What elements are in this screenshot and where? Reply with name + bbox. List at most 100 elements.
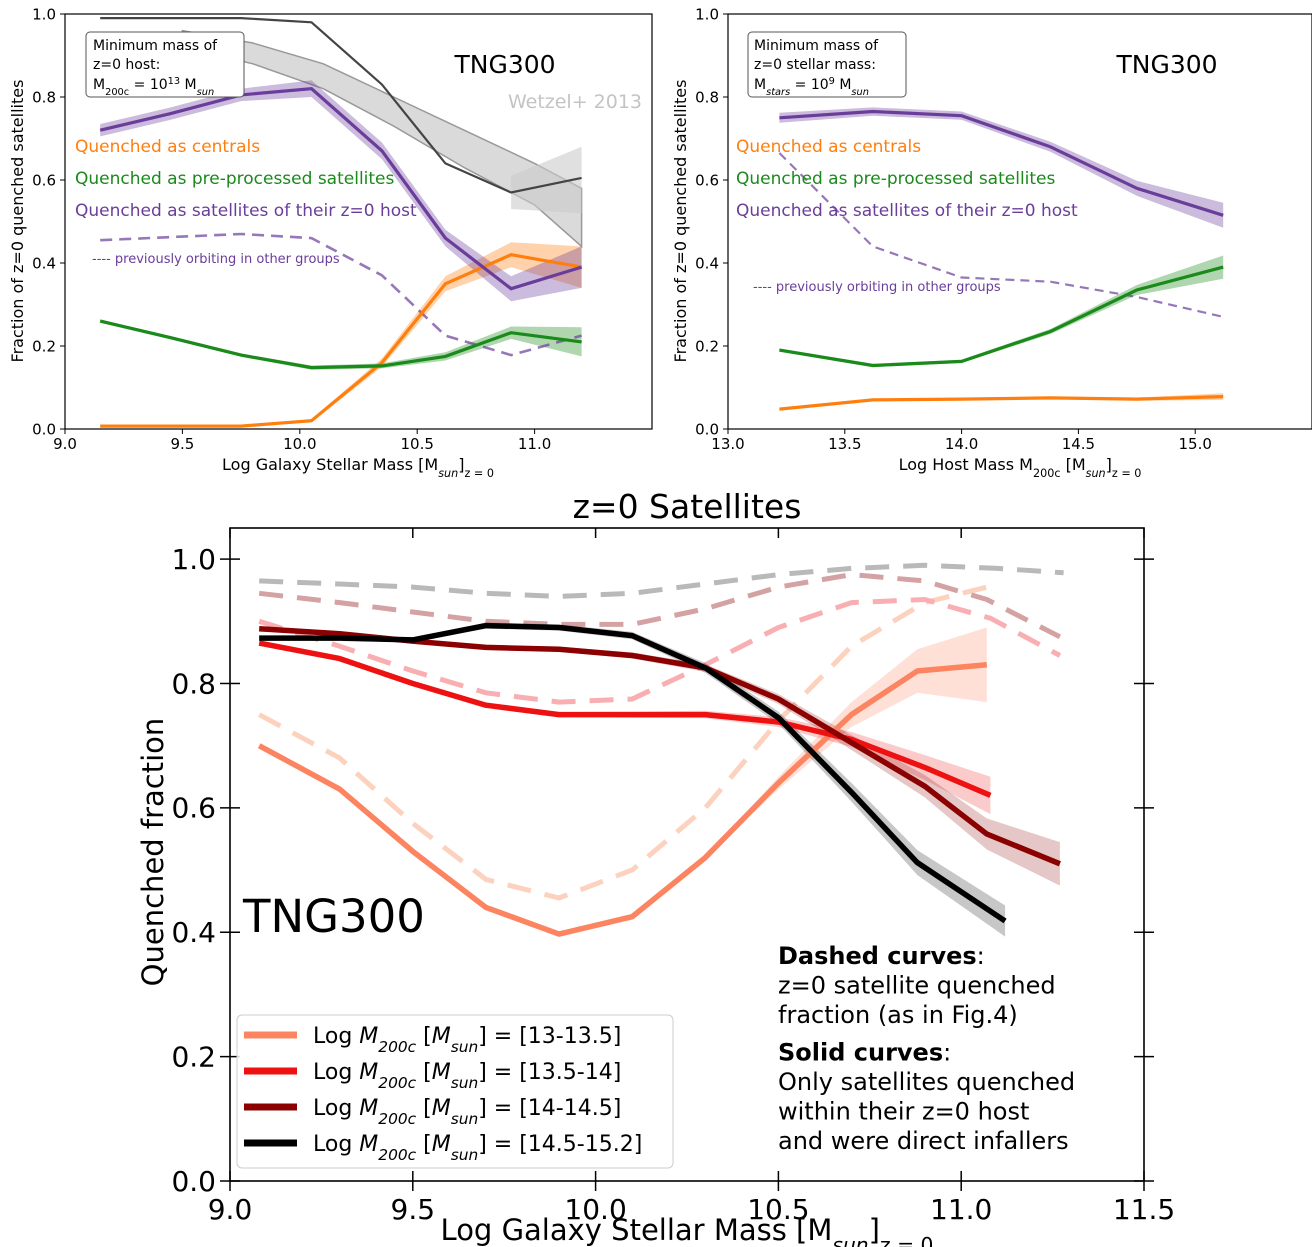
preprocessed-band: [779, 255, 1224, 368]
y-tick-label: 0.4: [171, 916, 216, 949]
x-tick-label: 11.0: [930, 1193, 992, 1226]
y-tick-label: 0.0: [171, 1165, 216, 1198]
note-line: Solid curves:: [778, 1039, 951, 1067]
top-left-panel: 9.0 9.5 10.0 10.5 11.0 0.0 0.2 0.4 0.6 0.8 1.0 TNG3…: [8, 5, 653, 480]
info-box: [747, 31, 907, 98]
solid-curve-h4: [259, 622, 1007, 924]
panel-title: TNG300: [453, 50, 555, 79]
x-tick-label: 11.0: [518, 435, 551, 453]
x-tick-label: 15.0: [1178, 435, 1211, 453]
y-tick-label: 0.4: [695, 254, 719, 272]
sim-label: TNG300: [242, 890, 425, 943]
info-line: z=0 stellar mass:: [754, 57, 876, 73]
wetzel-label: Wetzel+ 2013: [508, 91, 642, 113]
info-line: z=0 host:: [93, 57, 160, 73]
x-tick-label: 10.5: [400, 435, 433, 453]
legend-label-h2: Log M200c [Msun] = [13.5-14]: [313, 1060, 621, 1092]
legend-entry: Quenched as satellites of their z=0 host: [736, 201, 1078, 221]
x-tick-label: 9.5: [391, 1193, 436, 1226]
y-axis-label: Fraction of z=0 quenched satellites: [8, 80, 27, 363]
y-tick-label: 0.2: [695, 337, 719, 355]
x-tick-label: 10.0: [564, 1193, 626, 1226]
y-axis-label: Fraction of z=0 quenched satellites: [671, 80, 690, 363]
preprocessed-band: [100, 319, 582, 370]
note-line: Dashed curves:: [778, 942, 985, 970]
legend-entry: Quenched as pre-processed satellites: [736, 169, 1056, 189]
dashed-curve-d4: [259, 562, 1064, 599]
panel-title: z=0 Satellites: [573, 487, 802, 526]
x-tick-label: 14.5: [1062, 435, 1095, 453]
dashed-curve-d3: [258, 572, 1062, 640]
z0host-line: [779, 109, 1224, 217]
dashed-note: ---- previously orbiting in other groups: [92, 252, 340, 267]
info-line: M200c = 1013 Msun: [93, 76, 214, 98]
x-axis-label: Log Galaxy Stellar Mass [Msun]z = 0: [222, 455, 494, 480]
y-tick-label: 1.0: [171, 543, 216, 576]
x-tick-label: 14.0: [945, 435, 978, 453]
legend-entry: Quenched as centrals: [736, 137, 921, 157]
legend-label-h3: Log M200c [Msun] = [14-14.5]: [313, 1096, 621, 1128]
centrals-line: [779, 395, 1224, 411]
all-band: [511, 146, 582, 214]
info-line: Minimum mass of: [754, 38, 879, 54]
band-h1: [259, 627, 987, 935]
legend-entry: Quenched as pre-processed satellites: [75, 169, 395, 189]
y-tick-label: 0.2: [171, 1040, 216, 1073]
solid-curve-h2: [258, 640, 992, 798]
x-axis-label: Log Galaxy Stellar Mass [Msun]z = 0: [441, 1213, 934, 1247]
note-line: and were direct infallers: [778, 1127, 1069, 1155]
z0host-line: [99, 87, 583, 291]
y-tick-label: 1.0: [32, 5, 56, 23]
info-box: [85, 31, 245, 98]
legend-entry: Quenched as centrals: [75, 137, 260, 157]
x-tick-label: 13.0: [711, 435, 744, 453]
y-tick-label: 0.4: [32, 254, 56, 272]
axes-frame: [64, 13, 653, 430]
legend-box: [236, 1014, 674, 1169]
y-tick-label: 0.6: [695, 171, 719, 189]
dashed-note: ---- previously orbiting in other groups: [753, 280, 1001, 295]
top-right-panel: 13.0 13.5 14.0 14.5 15.0 0.0 0.2 0.4 0.6 0.8 1.0 TN…: [671, 5, 1312, 480]
note-line: Only satellites quenched: [778, 1068, 1075, 1096]
x-tick-label: 10.0: [283, 435, 316, 453]
x-axis-label: Log Host Mass M200c [Msun]z = 0: [899, 455, 1142, 480]
y-tick-label: 0.6: [32, 171, 56, 189]
previously-orbiting-line: [778, 152, 1224, 318]
preprocessed-line: [779, 265, 1224, 368]
y-tick-label: 0.8: [695, 88, 719, 106]
preprocessed-line: [99, 319, 582, 370]
centrals-band: [100, 242, 582, 427]
z0host-band: [100, 80, 582, 302]
axes-frame: [727, 13, 1312, 430]
y-tick-label: 0.0: [695, 420, 719, 438]
y-tick-label: 0.0: [32, 420, 56, 438]
x-tick-label: 11.5: [1113, 1193, 1175, 1226]
legend-label-h1: Log M200c [Msun] = [13-13.5]: [313, 1024, 621, 1056]
all-satellites-line: [100, 17, 582, 194]
x-tick-label: 9.5: [170, 435, 194, 453]
y-tick-label: 1.0: [695, 5, 719, 23]
y-axis-label: Quenched fraction: [136, 718, 170, 987]
legend-entry: Quenched as satellites of their z=0 host: [75, 201, 417, 221]
x-tick-label: 9.0: [208, 1193, 253, 1226]
z0host-band: [779, 107, 1224, 228]
solid-curve-h1: [257, 662, 988, 937]
axes-frame: [229, 527, 1145, 1182]
note-line: within their z=0 host: [778, 1098, 1029, 1126]
note-line: z=0 satellite quenched: [778, 972, 1056, 1000]
y-tick-label: 0.2: [32, 337, 56, 355]
y-tick-label: 0.8: [32, 88, 56, 106]
bottom-panel: 9.0 9.5 10.0 10.5 11.0 11.5 0.0 0.2 0.4 0.6 0.8 1.0…: [136, 487, 1175, 1247]
x-tick-label: 9.0: [53, 435, 77, 453]
legend-label-h4: Log M200c [Msun] = [14.5-15.2]: [313, 1132, 642, 1164]
info-line: Minimum mass of: [93, 38, 218, 54]
dashed-curve-d2: [258, 596, 1062, 705]
panel-title: TNG300: [1115, 50, 1217, 79]
info-line: Mstars = 109 Msun: [754, 76, 869, 98]
x-tick-label: 13.5: [828, 435, 861, 453]
y-tick-label: 0.8: [171, 667, 216, 700]
previously-orbiting-line: [100, 232, 582, 357]
note-line: fraction (as in Fig.4): [778, 1001, 1018, 1029]
centrals-line: [100, 253, 582, 428]
